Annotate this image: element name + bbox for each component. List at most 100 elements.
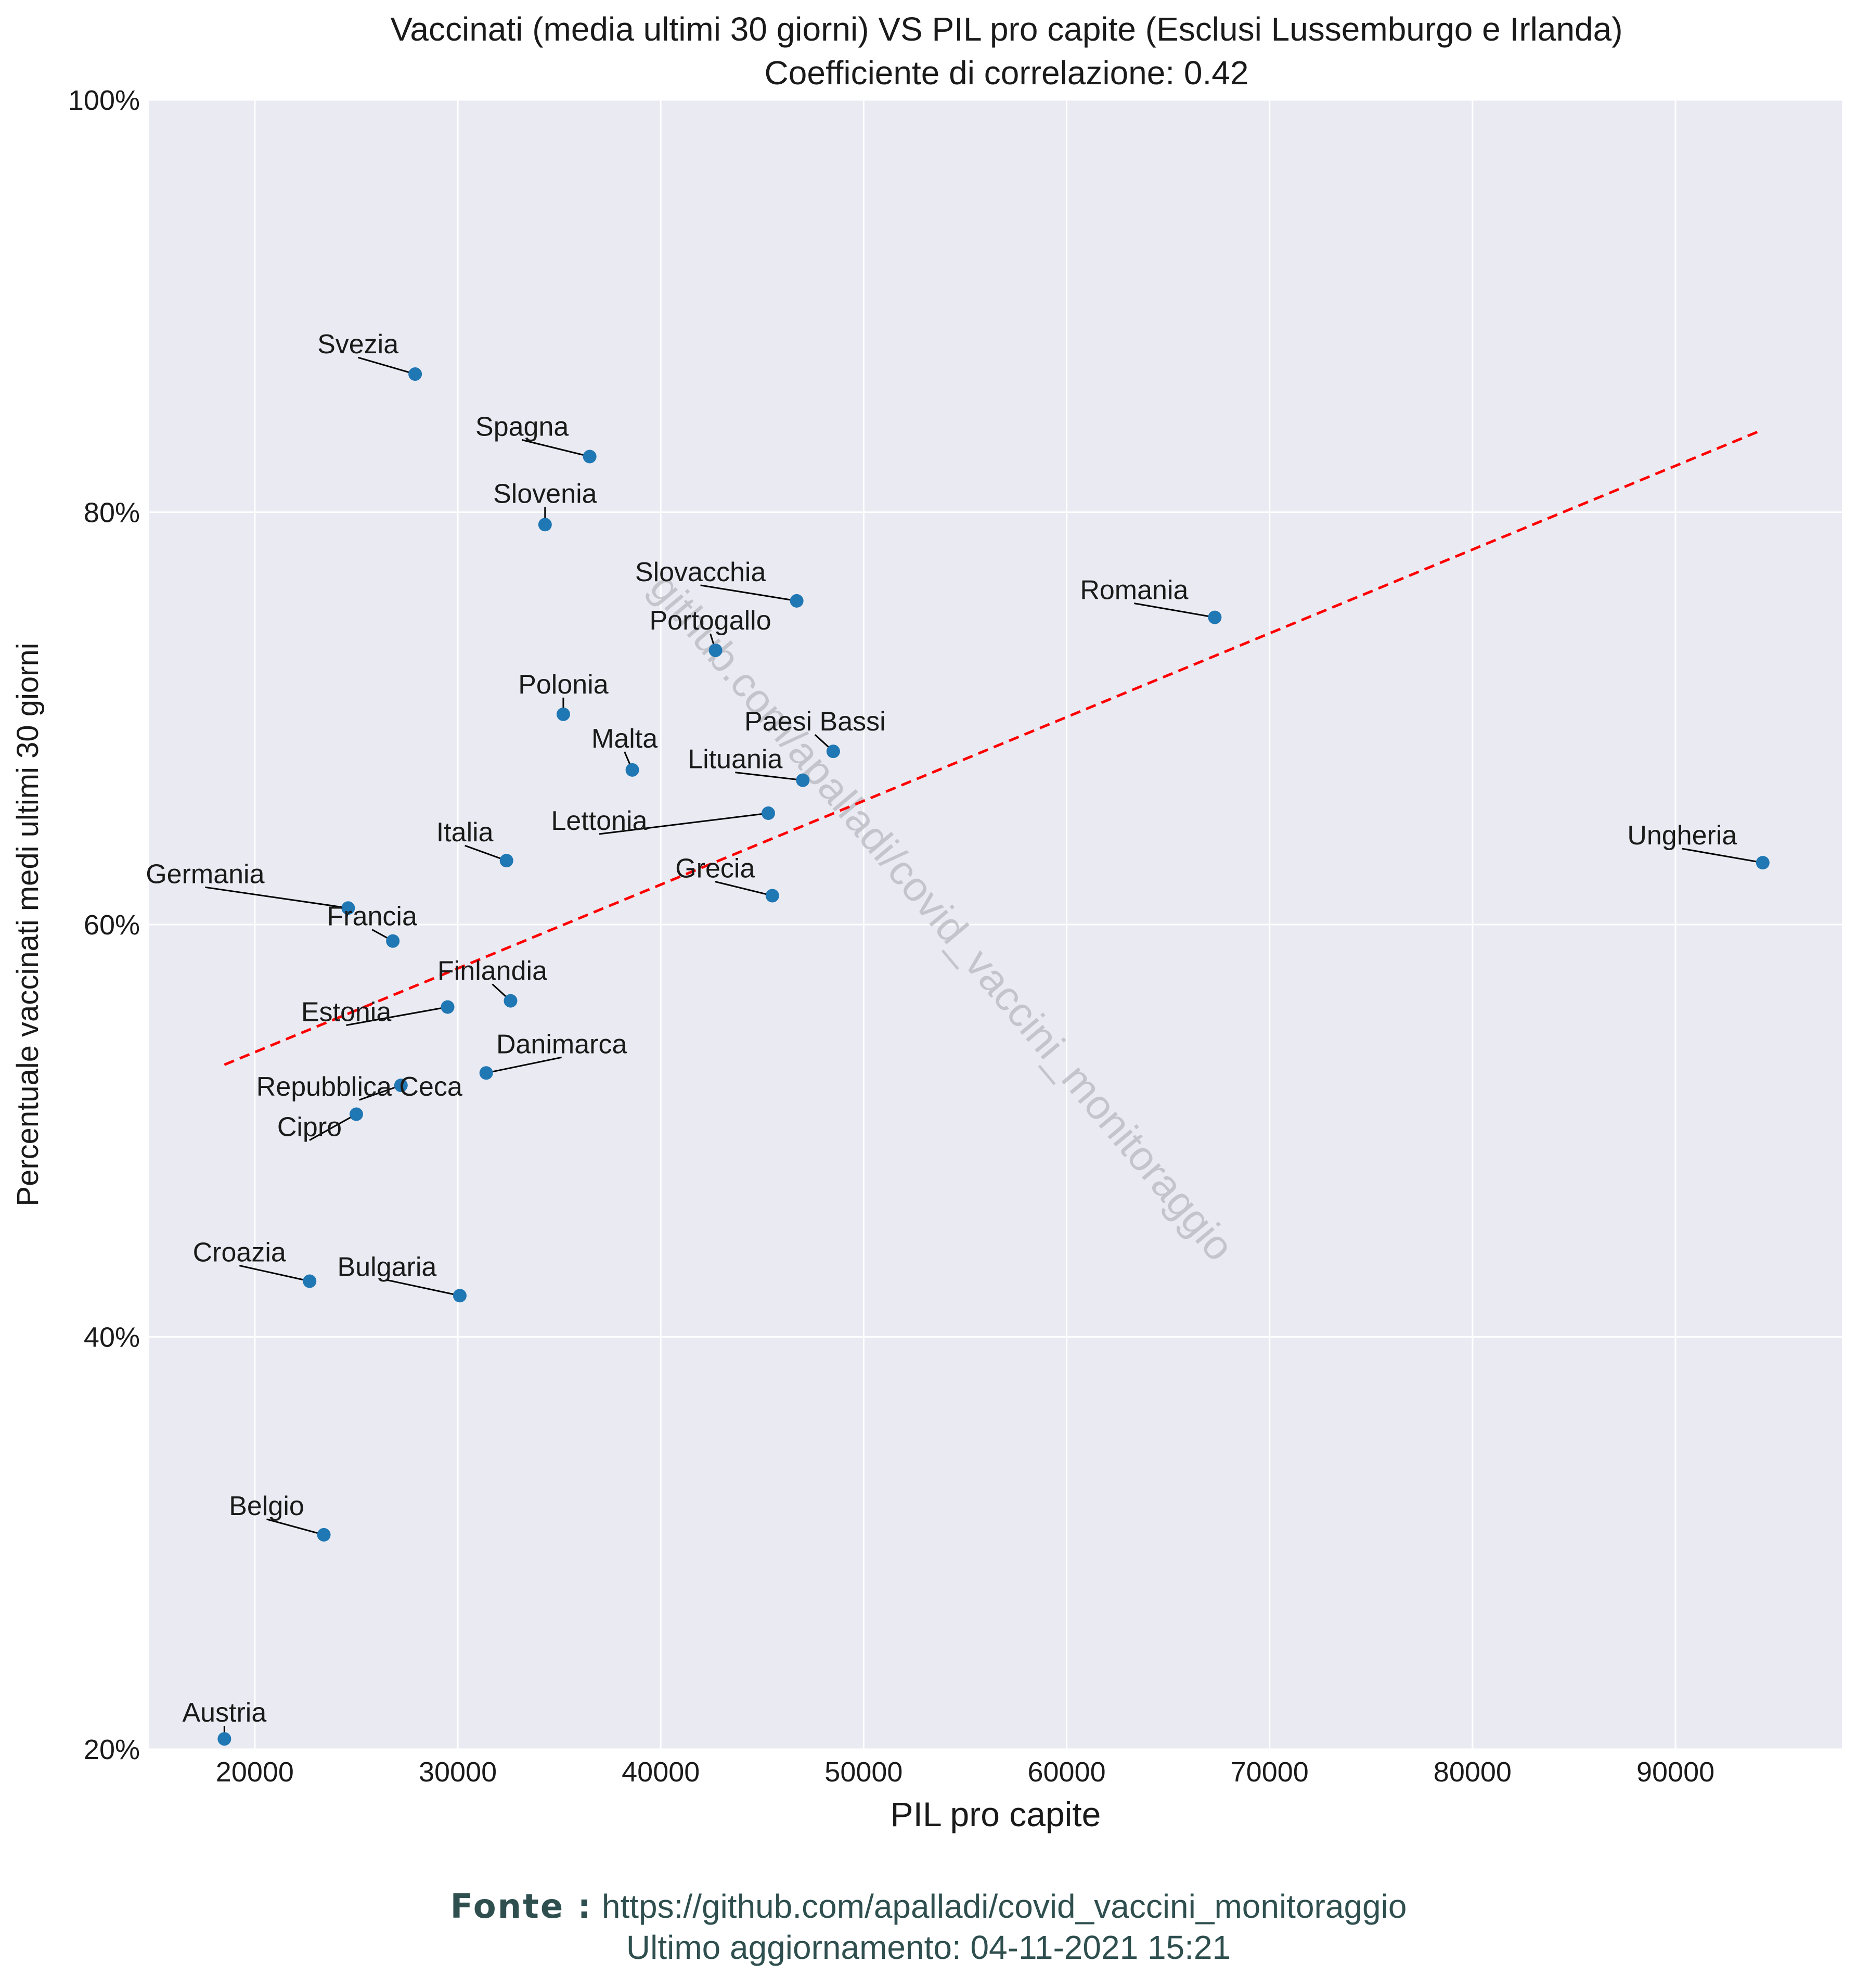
point-lettonia: Lettonia [551,806,776,836]
point-repubblica-ceca: Repubblica Ceca [256,1072,462,1102]
point-label: Svezia [317,329,398,360]
point-estonia: Estonia [301,997,455,1028]
point-label: Romania [1080,575,1188,606]
point-spagna: Spagna [475,412,597,464]
point-germania: Germania [146,859,355,915]
x-tick-label: 30000 [419,1756,497,1788]
point-lituania: Lituania [688,745,810,787]
x-tick-label: 70000 [1231,1756,1309,1788]
point-finlandia: Finlandia [437,956,547,1008]
x-tick-label: 90000 [1636,1756,1714,1788]
point-label: Belgio [229,1491,304,1521]
point-danimarca: Danimarca [479,1029,627,1080]
x-tick-label: 20000 [216,1756,294,1788]
point-label: Croazia [193,1238,286,1268]
data-points: Svezia Spagna Slovenia Slovacchia Romania Por… [146,329,1770,1746]
point-label: Lettonia [551,806,647,836]
scatter-point [317,1528,331,1542]
annotation-arrow [465,844,507,862]
point-paesi-bassi: Paesi Bassi [744,707,886,759]
point-label: Grecia [675,854,755,884]
scatter-point [303,1274,317,1288]
annotation-arrow [715,881,773,896]
scatter-point [1756,856,1770,870]
annotation-arrow [522,439,590,457]
scatter-point [441,1000,455,1014]
scatter-point [765,889,779,903]
scatter-point [453,1289,467,1303]
point-label: Germania [146,859,264,889]
point-grecia: Grecia [675,854,779,903]
source-link[interactable]: https://github.com/apalladi/covid_vaccin… [601,1888,1407,1925]
scatter-point [504,994,518,1008]
point-italia: Italia [436,817,513,868]
point-ungheria: Ungheria [1627,820,1770,870]
point-label: Cipro [277,1112,342,1143]
point-label: Spagna [475,412,569,442]
annotation-arrow [239,1265,310,1282]
point-svezia: Svezia [317,329,422,381]
trend-line [224,428,1763,1066]
point-label: Finlandia [437,956,547,986]
y-tick-label: 40% [84,1322,140,1353]
point-slovacchia: Slovacchia [635,557,804,608]
annotation-arrow [1134,602,1215,619]
point-label: Austria [182,1698,266,1728]
point-portogallo: Portogallo [649,606,771,657]
point-label: Lituania [688,745,782,775]
scatter-point [1208,610,1222,624]
annotation-arrow [346,1006,448,1026]
point-belgio: Belgio [229,1491,331,1542]
annotation-arrow [357,356,416,375]
point-slovenia: Slovenia [493,479,597,532]
scatter-point [556,707,570,721]
point-label: Polonia [518,670,609,700]
scatter-point [826,745,840,759]
annotation-arrow [486,1056,562,1074]
x-axis-label: PIL pro capite [891,1795,1101,1833]
point-malta: Malta [591,724,657,777]
x-tick-label: 80000 [1434,1756,1512,1788]
grid-lines [149,99,1842,1750]
x-tick-label: 40000 [622,1756,700,1788]
scatter-point [408,367,422,381]
scatter-point [583,450,597,464]
annotation-arrow [599,812,769,835]
point-label: Paesi Bassi [744,707,886,737]
point-label: Ungheria [1627,820,1737,851]
y-tick-label: 100% [68,85,140,116]
point-label: Repubblica Ceca [256,1072,462,1102]
scatter-point [217,1732,231,1746]
annotation-arrow [700,584,797,602]
scatter-point [762,806,776,820]
point-croazia: Croazia [193,1238,317,1288]
scatter-point [349,1107,363,1121]
point-label: Slovacchia [635,557,766,587]
point-austria: Austria [182,1698,266,1746]
scatter-point [796,773,810,787]
annotation-arrow [1682,848,1763,864]
point-label: Portogallo [649,606,771,636]
x-tick-labels: 20000 30000 40000 50000 60000 70000 80000 90000 [216,1756,1714,1788]
point-label: Slovenia [493,479,597,509]
point-romania: Romania [1080,575,1222,624]
scatter-point [479,1066,493,1080]
y-tick-labels: 20% 40% 60% 80% 100% [68,85,140,1765]
point-label: Francia [327,902,417,932]
source-line: Fonte : https://github.com/apalladi/covi… [0,1886,1857,1927]
point-francia: Francia [327,902,417,948]
scatter-point [625,763,639,777]
point-polonia: Polonia [518,670,609,721]
point-cipro: Cipro [277,1107,363,1143]
scatter-chart: Vaccinati (media ultimi 30 giorni) VS PI… [11,10,1842,1833]
scatter-point [708,643,723,657]
point-label: Danimarca [496,1029,627,1059]
scatter-point [499,854,513,868]
scatter-point [386,934,400,948]
annotation-arrow [359,1084,402,1101]
y-axis-label: Percentuale vaccinati medi ultimi 30 gio… [11,643,45,1206]
y-tick-label: 80% [84,497,140,529]
point-label: Bulgaria [338,1252,437,1282]
annotation-arrow [309,1113,357,1141]
annotation-arrow [205,886,349,909]
